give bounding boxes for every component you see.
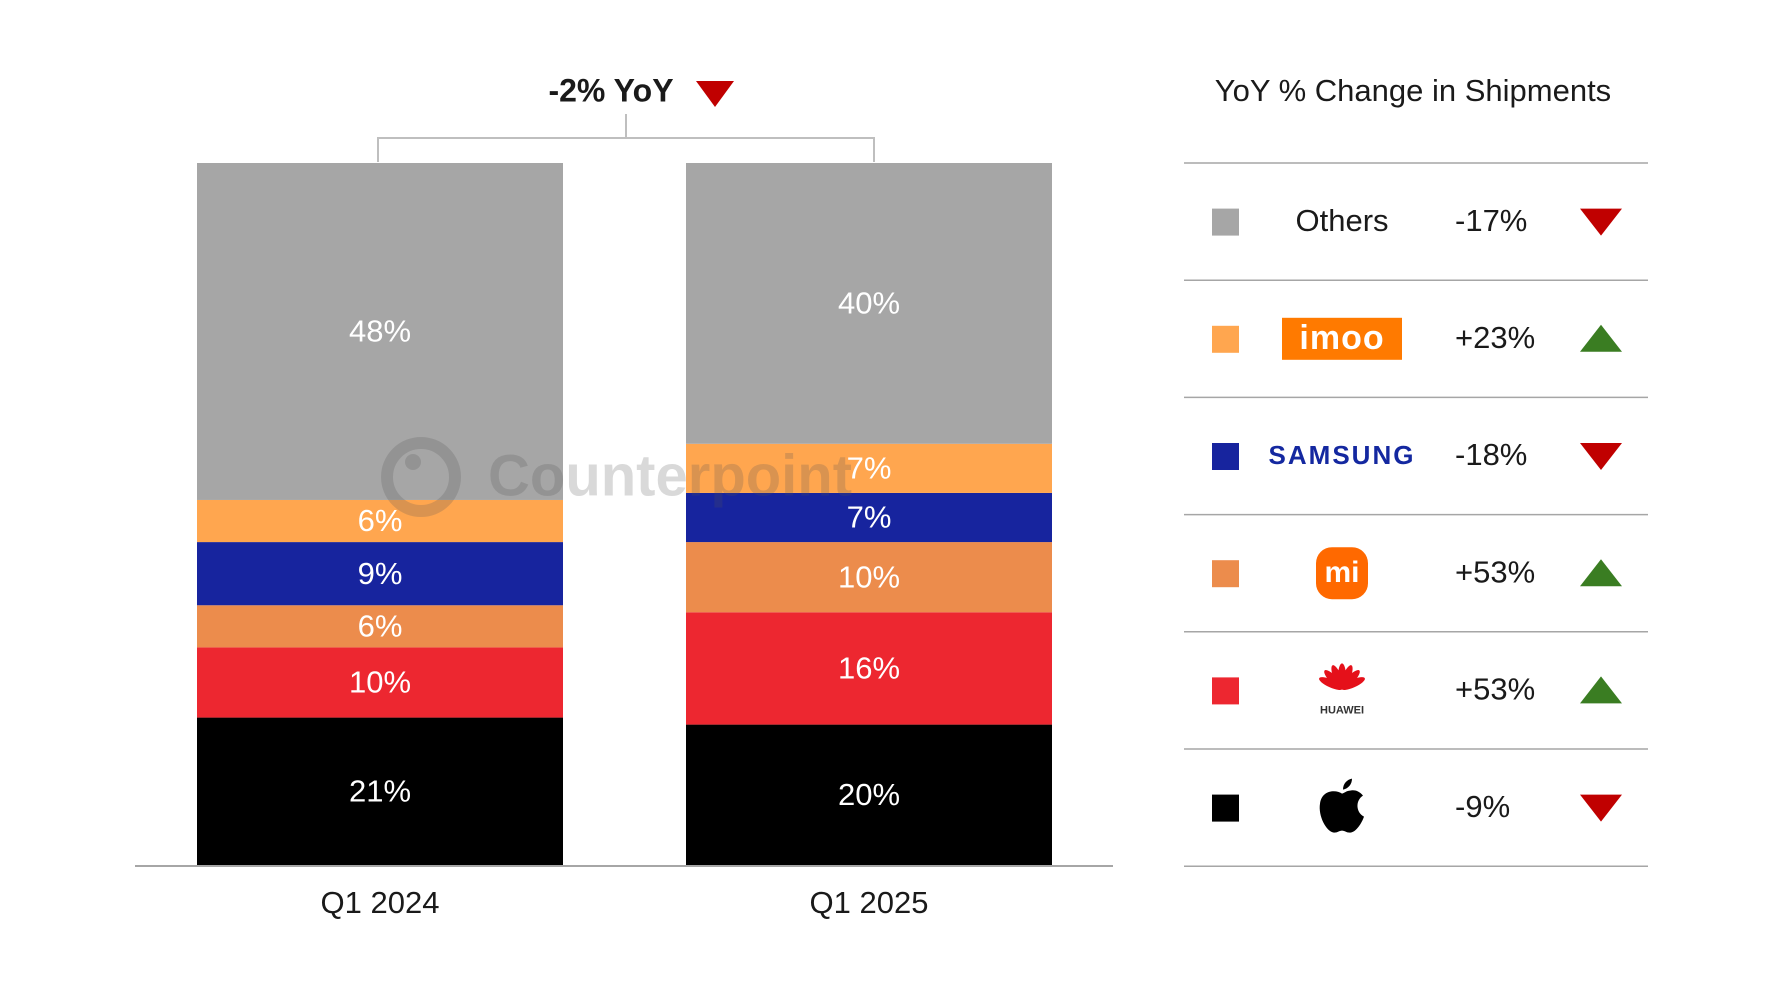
- legend-label: HUAWEI: [1320, 704, 1364, 716]
- imoo-logo: [1282, 317, 1402, 360]
- watermark-dot: [405, 454, 421, 470]
- change-label: -17%: [1455, 203, 1527, 238]
- yoy-annotation: -2% YoY: [548, 72, 673, 108]
- apple-logo: [1319, 778, 1364, 833]
- bar-segment: [197, 499, 563, 543]
- value-label: 7%: [847, 451, 892, 486]
- bar-segment: [197, 542, 563, 606]
- up-arrow: [1580, 324, 1622, 352]
- bar-segment: [686, 724, 1052, 865]
- x-tick-label: Q1 2025: [810, 885, 929, 920]
- value-label: 6%: [358, 503, 403, 538]
- legend-swatch: [1212, 325, 1239, 353]
- watermark-text: Counterpoint: [488, 443, 852, 508]
- legend-label: Others: [1295, 203, 1388, 238]
- legend-swatch: [1212, 794, 1239, 822]
- huawei-petal: [1340, 677, 1365, 690]
- watermark-logo: [381, 437, 461, 517]
- change-label: +23%: [1455, 320, 1535, 355]
- down-arrow: [1580, 794, 1622, 822]
- value-label: 9%: [358, 556, 403, 591]
- bar-segment: [197, 163, 563, 500]
- legend-label: mi: [1324, 556, 1359, 589]
- up-arrow: [1580, 676, 1622, 704]
- value-label: 6%: [358, 609, 403, 644]
- change-label: +53%: [1455, 672, 1535, 707]
- value-label: 20%: [838, 777, 900, 812]
- watermark: Counterpoint: [381, 437, 852, 517]
- legend-swatch: [1212, 560, 1239, 588]
- down-arrow: [1580, 208, 1622, 236]
- bar-segment: [197, 605, 563, 648]
- bar-segment: [197, 717, 563, 865]
- down-arrow: [696, 81, 734, 107]
- legend-swatch: [1212, 677, 1239, 705]
- value-label: 21%: [349, 773, 411, 808]
- bracket: [377, 114, 875, 162]
- bar-segment: [197, 647, 563, 718]
- value-label: 7%: [847, 500, 892, 535]
- bar-segment: [686, 612, 1052, 725]
- mi-logo: [1316, 547, 1368, 600]
- bar-segment: [686, 542, 1052, 613]
- change-label: -9%: [1455, 789, 1510, 824]
- x-tick-label: Q1 2024: [321, 885, 440, 920]
- bar-segment: [686, 443, 1052, 493]
- value-label: 40%: [838, 286, 900, 321]
- legend-title: YoY % Change in Shipments: [1215, 73, 1611, 108]
- change-label: -18%: [1455, 437, 1527, 472]
- bar-segment: [686, 163, 1052, 444]
- value-label: 10%: [349, 665, 411, 700]
- up-arrow: [1580, 559, 1622, 587]
- legend-swatch: [1212, 443, 1239, 470]
- bar-segment: [686, 492, 1052, 543]
- legend-swatch: [1212, 208, 1239, 236]
- legend-label: SAMSUNG: [1269, 440, 1416, 470]
- down-arrow: [1580, 443, 1622, 470]
- value-label: 48%: [349, 314, 411, 349]
- value-label: 16%: [838, 651, 900, 686]
- legend-label: imoo: [1299, 319, 1384, 357]
- change-label: +53%: [1455, 554, 1535, 589]
- value-label: 10%: [838, 559, 900, 594]
